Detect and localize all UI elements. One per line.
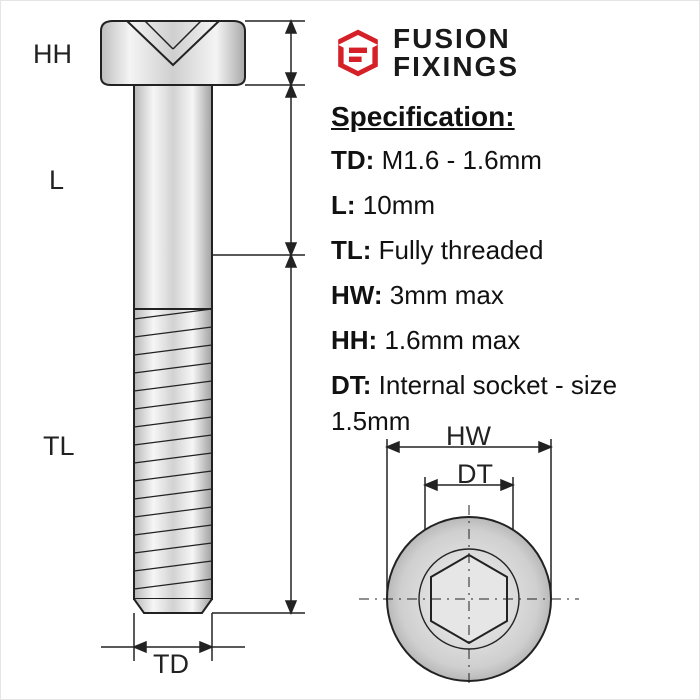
specification-block: Specification: TD: M1.6 - 1.6mm L: 10mm … (331, 101, 681, 449)
bolt-thread (134, 309, 212, 613)
spec-sheet: FUSION FIXINGS Specification: TD: M1.6 -… (0, 0, 700, 700)
bolt-side-view: HH L TL TD (31, 19, 331, 679)
label-l: L (49, 165, 64, 195)
label-hh: HH (33, 39, 72, 69)
brand-line-1: FUSION (393, 25, 519, 53)
spec-key: DT: (331, 370, 371, 400)
dimension-lines (212, 21, 305, 613)
spec-row: L: 10mm (331, 188, 681, 223)
brand-name: FUSION FIXINGS (393, 25, 519, 81)
spec-row: TL: Fully threaded (331, 233, 681, 268)
bolt-head (101, 21, 245, 85)
spec-value: 1.6mm max (384, 325, 520, 355)
spec-row: HW: 3mm max (331, 278, 681, 313)
brand-logo: FUSION FIXINGS (331, 25, 519, 81)
label-td: TD (153, 649, 189, 679)
bolt-top-view (339, 429, 639, 689)
spec-row: HH: 1.6mm max (331, 323, 681, 358)
spec-value: 10mm (363, 190, 435, 220)
spec-value: M1.6 - 1.6mm (382, 145, 542, 175)
spec-value: Fully threaded (379, 235, 544, 265)
brand-line-2: FIXINGS (393, 53, 519, 81)
spec-title: Specification: (331, 101, 681, 133)
spec-key: L: (331, 190, 356, 220)
label-tl: TL (43, 431, 75, 461)
fusion-logo-icon (331, 26, 385, 80)
bolt-shaft (134, 85, 212, 309)
spec-key: HW: (331, 280, 383, 310)
spec-key: HH: (331, 325, 377, 355)
spec-key: TL: (331, 235, 371, 265)
spec-row: TD: M1.6 - 1.6mm (331, 143, 681, 178)
spec-value: 3mm max (390, 280, 504, 310)
spec-key: TD: (331, 145, 374, 175)
